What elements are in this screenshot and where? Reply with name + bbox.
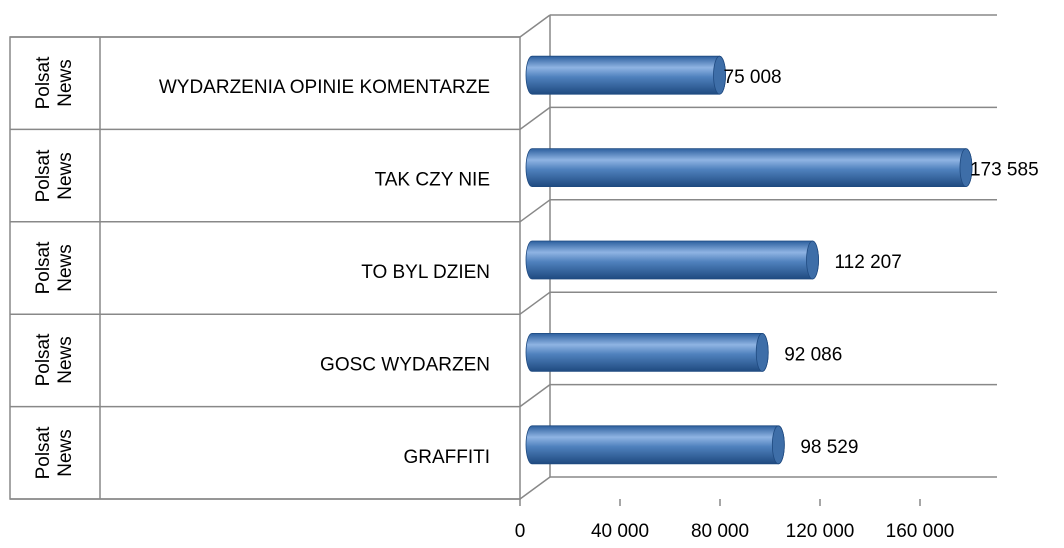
category-label: GOSC WYDARZEN [320, 354, 490, 375]
value-label: 75 008 [724, 67, 782, 88]
depth-line [519, 291, 551, 315]
bar [525, 333, 769, 372]
bar [525, 425, 785, 465]
depth-line [519, 476, 551, 500]
bar-cap [713, 55, 726, 95]
x-tick-label: 40 000 [591, 521, 649, 542]
bar-cap [755, 332, 769, 372]
group-label: Polsat News [33, 241, 76, 295]
bar [525, 148, 973, 187]
depth-line [519, 14, 551, 38]
depth-line [519, 199, 551, 223]
x-tick-label: 160 000 [886, 521, 955, 542]
x-tick-label: 80 000 [691, 521, 749, 542]
x-tick-label: 120 000 [786, 521, 855, 542]
category-label: TO BYL DZIEN [361, 262, 490, 283]
value-label: 92 086 [784, 344, 842, 365]
bar [525, 55, 726, 95]
value-label: 173 585 [970, 160, 1039, 181]
group-label: Polsat News [33, 149, 76, 202]
category-label: GRAFFITI [403, 447, 490, 468]
depth-line [519, 383, 551, 408]
category-label: WYDARZENIA OPINIE KOMENTARZE [159, 77, 490, 98]
bar-cap [806, 240, 819, 280]
x-tick-label: 0 [515, 521, 526, 542]
bar-cap [771, 425, 785, 465]
value-label: 112 207 [835, 252, 902, 273]
group-label: Polsat News [33, 56, 76, 110]
depth-line [519, 106, 551, 131]
bar-cap [959, 148, 973, 188]
value-label: 98 529 [800, 437, 858, 458]
group-label: Polsat News [33, 426, 76, 480]
category-label: TAK CZY NIE [375, 170, 490, 191]
bar [525, 240, 819, 280]
group-label: Polsat News [33, 333, 76, 387]
